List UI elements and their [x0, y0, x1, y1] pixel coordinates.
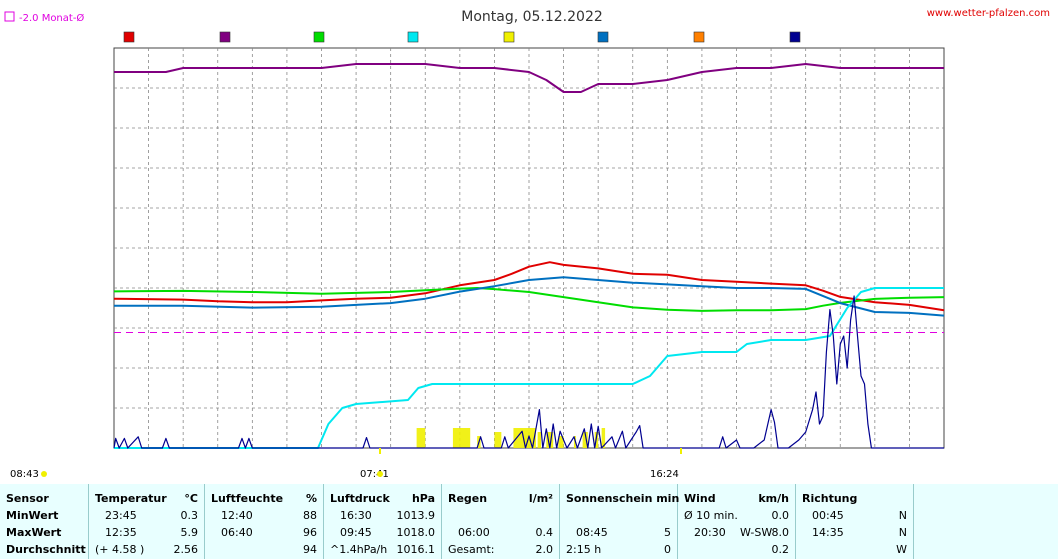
- stats-wind-max-time: 20:30: [694, 526, 726, 539]
- stats-wind-col: Wind km/h Ø 10 min. 0.0 20:30 W-SW 8.0 0.2: [678, 484, 796, 559]
- stats-wind-min-label: Ø 10 min.: [684, 509, 738, 522]
- legend-swatch: [789, 31, 801, 43]
- sunrise-dot: [377, 471, 383, 477]
- month-avg-marker: [4, 11, 15, 22]
- sunshine-bar: [416, 428, 426, 448]
- stats-temp-avg: 2.56: [173, 543, 199, 556]
- legend-swatch: [123, 31, 135, 43]
- stats-temperatur-header: Temperatur: [95, 492, 167, 505]
- stats-regen-col: Regen l/m² 06:00 0.4 Gesamt: 2.0: [442, 484, 560, 559]
- stats-richtung-header: Richtung: [802, 492, 858, 505]
- sunset-time: 16:24: [650, 469, 679, 480]
- legend-swatch: [503, 31, 515, 43]
- stats-press-max: 1018.0: [396, 526, 436, 539]
- first-time: 08:43: [10, 469, 39, 480]
- stats-sonnenschein-col: Sonnenschein min 08:45 5 2:15 h 0: [560, 484, 680, 559]
- series-line-luftfeuchte: [114, 63, 944, 93]
- sunshine-bar: [452, 428, 471, 448]
- stats-sun-avg: 0: [664, 543, 671, 556]
- stats-temp-diff: (+ 4.58 ): [95, 543, 145, 556]
- stats-rain-total-label: Gesamt:: [448, 543, 495, 556]
- stats-hum-min-time: 12:40: [221, 509, 253, 522]
- stats-press-min-time: 16:30: [340, 509, 372, 522]
- stats-wind-min: 0.0: [771, 509, 790, 522]
- series-line-regen: [114, 287, 944, 449]
- chart-title: Montag, 05.12.2022: [461, 9, 603, 25]
- stats-temp-min: 0.3: [180, 509, 199, 522]
- stats-dir-min-time: 00:45: [812, 509, 844, 522]
- stats-temp-min-time: 23:45: [105, 509, 137, 522]
- month-avg-label: -2.0 Monat-Ø: [19, 12, 84, 24]
- stats-press-min: 1013.9: [396, 509, 436, 522]
- sunshine-bar: [601, 428, 606, 448]
- sunshine-bar: [546, 432, 554, 448]
- site-link[interactable]: www.wetter-pfalzen.com: [927, 8, 1050, 19]
- stats-sensor-header: Sensor: [6, 492, 49, 505]
- stats-temp-max: 5.9: [180, 526, 199, 539]
- legend-swatch: [219, 31, 231, 43]
- series-line-windboeen: [113, 295, 944, 449]
- sunshine-bar: [513, 428, 536, 448]
- series-line-temperatur: [113, 261, 945, 312]
- stats-luftdruck-col: Luftdruck hPa 16:30 1013.9 09:45 1018.0 ^1.…: [324, 484, 442, 559]
- stats-luftfeuchte-unit: %: [305, 492, 317, 505]
- stats-row-min: MinWert: [6, 509, 59, 522]
- weather-chart: Montag, 05.12.2022 www.wetter-pfalzen.co…: [4, 8, 1050, 480]
- legend-swatch: [597, 31, 609, 43]
- stats-sun-max: 5: [664, 526, 671, 539]
- legend-swatch: [693, 31, 705, 43]
- stats-hum-max: 96: [303, 526, 317, 539]
- stats-wind-header: Wind: [684, 492, 716, 505]
- stats-regen-header: Regen: [448, 492, 488, 505]
- stats-richtung-col: Richtung 00:45 N 14:35 N W: [796, 484, 914, 559]
- stats-row-max: MaxWert: [6, 526, 62, 539]
- stats-dir-max-time: 14:35: [812, 526, 844, 539]
- stats-hum-avg: 94: [303, 543, 317, 556]
- stats-temperatur-col: Temperatur °C 23:45 0.3 12:35 5.9 (+ 4.58 )…: [89, 484, 205, 559]
- stats-sensor-col: Sensor MinWert MaxWert Durchschnitt: [0, 484, 89, 559]
- stats-regen-unit: l/m²: [528, 492, 553, 505]
- first-time-dot: [41, 471, 47, 477]
- stats-luftdruck-header: Luftdruck: [330, 492, 390, 505]
- stats-luftdruck-unit: hPa: [411, 492, 435, 505]
- series-line-taupunkt: [114, 276, 945, 317]
- stats-row-avg: Durchschnitt: [6, 543, 86, 556]
- sunrise-time: 07:41: [360, 469, 389, 480]
- sunshine-bar: [537, 432, 542, 448]
- legend-swatch: [407, 31, 419, 43]
- sunshine-bar: [558, 436, 564, 448]
- sunshine-bar: [582, 432, 588, 448]
- stats-rain-max: 0.4: [535, 526, 554, 539]
- series-line-luftdruck: [113, 287, 945, 312]
- stats-wind-avg: 0.2: [771, 543, 790, 556]
- stats-table: Sensor MinWert MaxWert Durchschnitt Temp…: [0, 484, 1058, 559]
- stats-temp-max-time: 12:35: [105, 526, 137, 539]
- stats-press-max-time: 09:45: [340, 526, 372, 539]
- stats-hum-min: 88: [303, 509, 317, 522]
- stats-wind-max-dir: W-SW: [740, 526, 773, 539]
- stats-press-avg: 1016.1: [396, 543, 436, 556]
- stats-press-trend: ^1.4hPa/h: [330, 543, 388, 556]
- stats-temperatur-unit: °C: [184, 492, 198, 505]
- sunshine-bar: [494, 432, 502, 448]
- stats-hum-max-time: 06:40: [221, 526, 253, 539]
- stats-rain-max-time: 06:00: [458, 526, 490, 539]
- stats-rain-total: 2.0: [535, 543, 554, 556]
- stats-sonnenschein-header: Sonnenschein min: [566, 492, 680, 505]
- stats-wind-unit: km/h: [758, 492, 789, 505]
- stats-dir-avg: W: [896, 543, 907, 556]
- legend-swatch: [313, 31, 325, 43]
- stats-sun-max-time: 08:45: [576, 526, 608, 539]
- stats-luftfeuchte-header: Luftfeuchte: [211, 492, 284, 505]
- stats-dir-min: N: [898, 509, 907, 522]
- stats-sun-total: 2:15 h: [566, 543, 602, 556]
- stats-dir-max: N: [898, 526, 907, 539]
- stats-luftfeuchte-col: Luftfeuchte% 12:40 88 06:40 96 94: [205, 484, 324, 559]
- stats-wind-max: 8.0: [771, 526, 790, 539]
